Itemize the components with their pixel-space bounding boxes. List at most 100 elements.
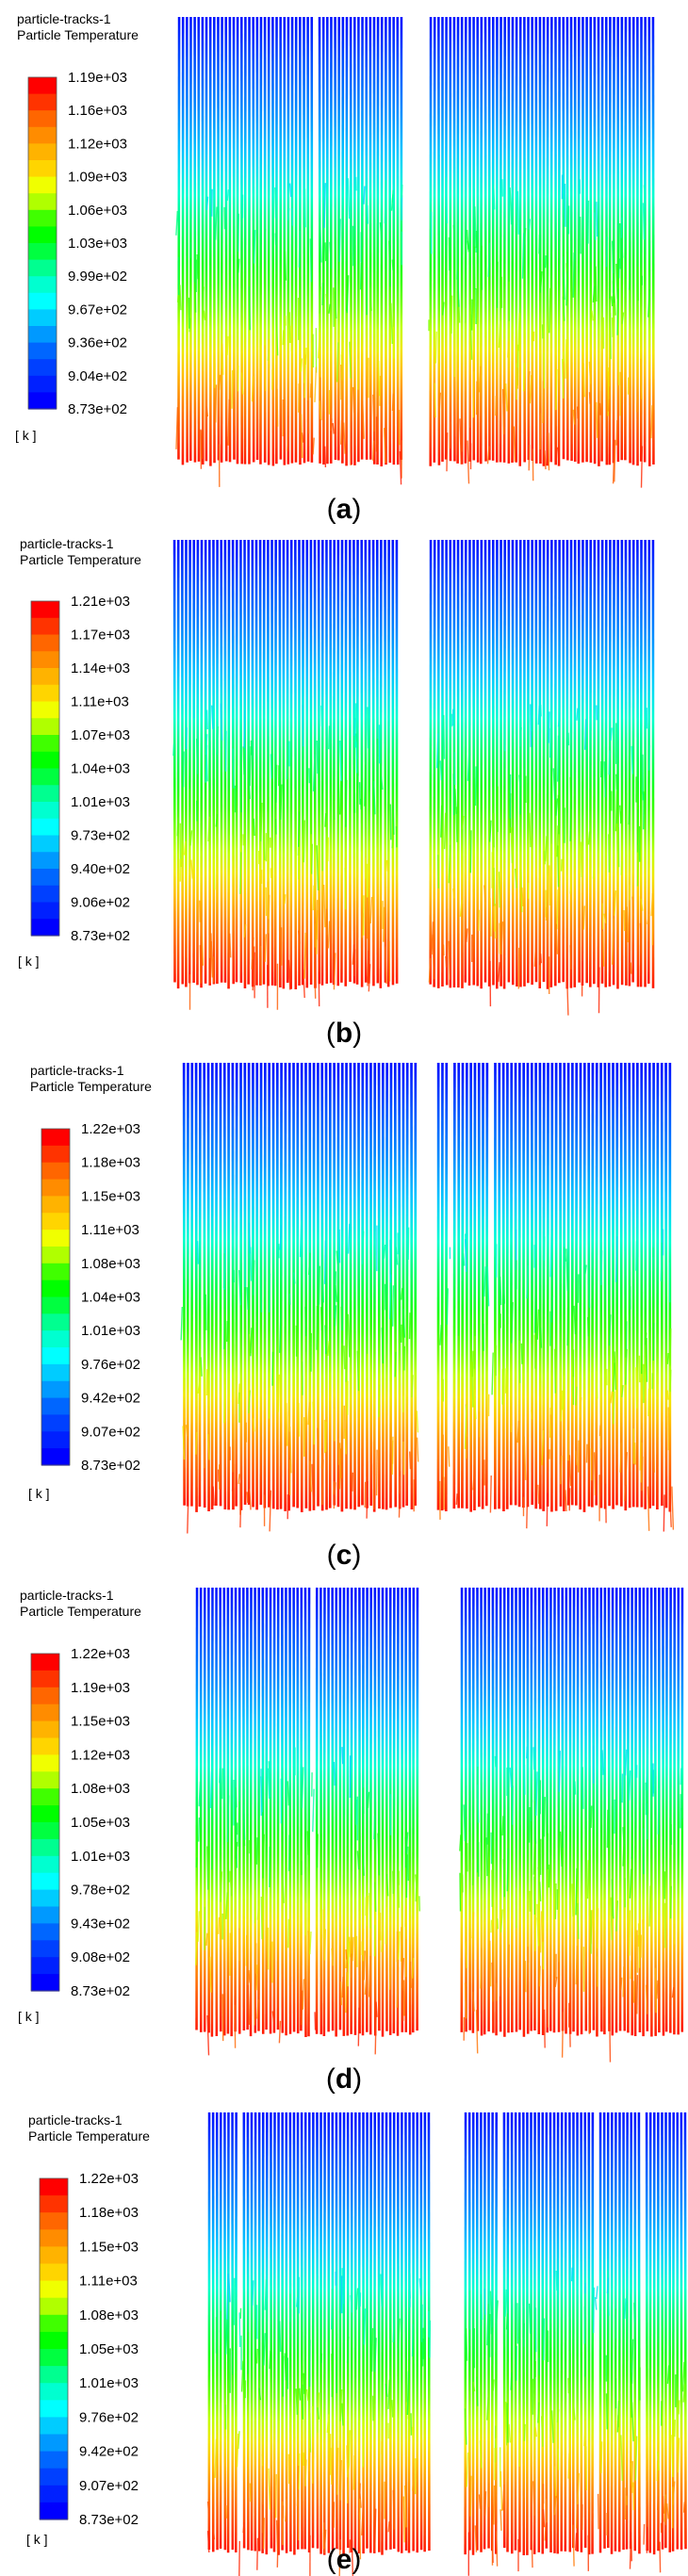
track-streak [364,1980,368,1995]
track-streak [238,2312,241,2348]
track-streak [483,885,486,903]
particle-track [552,1587,556,2033]
track-streak [625,1348,628,1385]
track-streak [248,285,251,331]
particle-track [546,16,549,466]
track-streak [596,202,598,237]
track-streak [501,2484,505,2511]
track-streak [214,2438,218,2478]
particle-track [318,16,321,464]
track-streak [592,865,596,879]
track-streak [484,2491,487,2517]
track-streak [472,2381,476,2391]
track-streak [459,418,462,465]
track-streak [622,1826,626,1867]
track-streak [195,1857,198,1868]
track-streak [264,228,267,239]
track-streak [523,2323,525,2347]
colorbar-tick-label: 9.99e+02 [68,269,127,285]
track-streak [439,1325,442,1345]
track-streak [371,2395,374,2421]
colorbar-segment [31,852,59,870]
track-streak [347,2462,350,2503]
track-streak [206,2014,210,2056]
track-streak [380,776,384,791]
track-streak [329,241,333,269]
track-streak [570,2267,573,2282]
track-streak [448,1446,450,1467]
track-streak [501,1816,504,1836]
track-streak [389,804,392,840]
track-streak [576,2484,579,2529]
particle-track [633,1587,637,2036]
track-streak [263,2333,266,2366]
track-streak [208,1956,212,1993]
track-streak [614,291,616,316]
track-streak [595,1371,598,1399]
panel-caption: (d) [326,2063,362,2095]
track-streak [293,1272,296,1284]
track-streak [364,764,367,807]
particle-track [671,2111,675,2552]
track-streak [617,258,620,279]
track-streak [319,377,322,420]
track-streak [657,2496,659,2511]
track-streak [456,270,460,307]
track-streak [219,1768,221,1784]
track-streak [362,2421,365,2468]
panel-caption: (e) [327,2544,362,2575]
particle-track [303,1587,307,2037]
track-streak [405,1854,408,1899]
track-streak [666,1390,669,1400]
track-streak [593,1452,597,1496]
track-streak [349,341,352,379]
track-streak [255,1965,258,1991]
track-streak [523,1764,526,1795]
track-streak [572,409,576,425]
track-streak [509,1768,513,1788]
track-streak [557,794,560,835]
track-streak [275,2473,277,2519]
colorbar-tick-label: 1.08e+03 [81,1256,140,1272]
track-streak [459,900,463,917]
track-streak [312,1788,315,1833]
track-streak [267,881,270,920]
track-streak [391,2400,394,2418]
track-streak [544,2520,547,2541]
track-streak [402,1980,405,2016]
tracks-right [436,1062,675,1532]
track-streak [394,1351,397,1378]
track-streak [392,1870,394,1895]
track-streak [539,270,543,293]
particle-track [288,1587,292,2034]
track-streak [647,913,650,924]
colorbar-segment [41,1397,70,1416]
track-streak [495,395,498,416]
colorbar-segment [31,701,59,719]
track-streak [270,754,272,779]
track-streak [416,1410,419,1433]
particle-track [352,539,356,984]
track-streak [328,303,331,314]
track-streak [345,1339,348,1382]
particle-track [502,16,506,463]
track-streak [640,898,644,911]
track-streak [402,1441,405,1475]
particle-track [445,539,449,986]
colorbar-segment [28,176,57,194]
colorbar-segment [41,1246,70,1264]
track-streak [341,2403,344,2426]
track-streak [437,855,440,889]
track-streak [225,2504,227,2519]
track-streak [532,2481,535,2516]
colorbar-segment [31,651,59,669]
colorbar-tick-label: 1.05e+03 [71,1815,130,1831]
track-streak [183,840,187,856]
track-streak [551,2410,554,2443]
track-streak [268,2468,271,2510]
track-streak [628,264,631,290]
track-streak [209,1771,213,1809]
track-streak [411,2426,414,2439]
track-streak [206,2501,210,2518]
